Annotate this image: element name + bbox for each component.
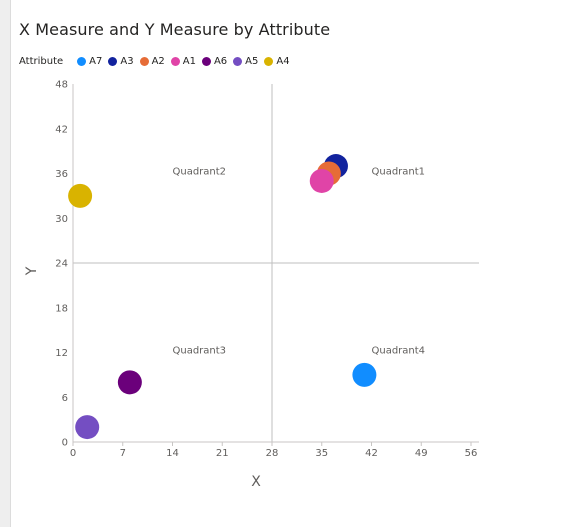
quadrant-label: Quadrant2 <box>173 167 227 178</box>
y-tick-label: 36 <box>55 169 68 180</box>
y-tick-label: 24 <box>55 259 68 270</box>
legend-item-a2[interactable]: A2 <box>139 55 165 67</box>
x-tick-label: 0 <box>70 448 76 459</box>
legend-item-a7[interactable]: A7 <box>77 56 102 67</box>
y-tick-label: 48 <box>55 80 68 91</box>
legend-item-a5[interactable]: A5 <box>233 56 258 67</box>
axes: 0 7 14 21 28 35 42 49 56 0 6 12 18 24 30 36 42 48 X Y <box>24 80 479 490</box>
y-tick-label: 42 <box>55 124 68 135</box>
x-tick-label: 35 <box>315 448 328 459</box>
data-point-a1[interactable] <box>309 168 334 193</box>
data-point-a7[interactable] <box>352 362 377 387</box>
page-left-divider <box>10 0 11 527</box>
x-tick-label: 7 <box>120 448 126 459</box>
legend-item-a3[interactable]: A3 <box>108 55 134 67</box>
legend-marker <box>233 56 243 66</box>
quadrant-labels: Quadrant2 Quadrant1 Quadrant3 Quadrant4 <box>173 167 426 357</box>
legend-item-a4[interactable]: A4 <box>264 55 290 67</box>
legend-marker <box>108 56 118 66</box>
legend-marker <box>139 56 149 66</box>
chart-title: X Measure and Y Measure by Attribute <box>19 20 331 39</box>
legend-item-label: A5 <box>245 55 259 67</box>
legend-title: Attribute <box>19 55 64 67</box>
legend-marker <box>201 56 211 66</box>
y-tick-label: 30 <box>55 214 68 225</box>
y-tick-label: 12 <box>55 348 68 359</box>
data-point-a6[interactable] <box>117 370 142 395</box>
legend-item-label: A7 <box>89 55 103 67</box>
legend-marker <box>77 56 87 66</box>
x-tick-label: 56 <box>465 448 478 459</box>
data-points <box>68 154 377 440</box>
x-tick-label: 42 <box>365 448 378 459</box>
quadrant-label: Quadrant1 <box>372 167 426 178</box>
page-left-strip <box>0 0 10 527</box>
y-tick-label: 6 <box>62 393 68 404</box>
x-tick-label: 21 <box>216 448 229 459</box>
chart-legend: Attribute A7 A3 A2 A1 A6 A5 A4 <box>19 54 296 68</box>
legend-item-label: A2 <box>151 55 165 67</box>
y-tick-label: 18 <box>55 303 68 314</box>
data-point-a5[interactable] <box>75 415 100 440</box>
x-axis-title: X <box>251 474 261 490</box>
legend-item-a6[interactable]: A6 <box>201 55 228 67</box>
legend-item-a1[interactable]: A1 <box>170 55 196 67</box>
legend-items: A7 A3 A2 A1 A6 A5 A4 <box>77 56 295 67</box>
legend-item-label: A6 <box>213 55 228 67</box>
legend-item-label: A4 <box>276 55 290 67</box>
legend-item-label: A3 <box>120 55 134 67</box>
y-tick-label: 0 <box>62 438 68 449</box>
x-tick-label: 49 <box>415 448 428 459</box>
quadrant-label: Quadrant4 <box>372 346 426 357</box>
legend-item-label: A1 <box>182 55 196 67</box>
y-axis-title: Y <box>24 266 40 276</box>
data-point-a4[interactable] <box>68 183 93 208</box>
quadrant-label: Quadrant3 <box>173 346 227 357</box>
x-tick-label: 28 <box>266 448 279 459</box>
legend-marker <box>170 56 180 66</box>
reference-lines <box>73 84 479 442</box>
legend-marker <box>264 56 274 66</box>
x-tick-label: 14 <box>166 448 179 459</box>
